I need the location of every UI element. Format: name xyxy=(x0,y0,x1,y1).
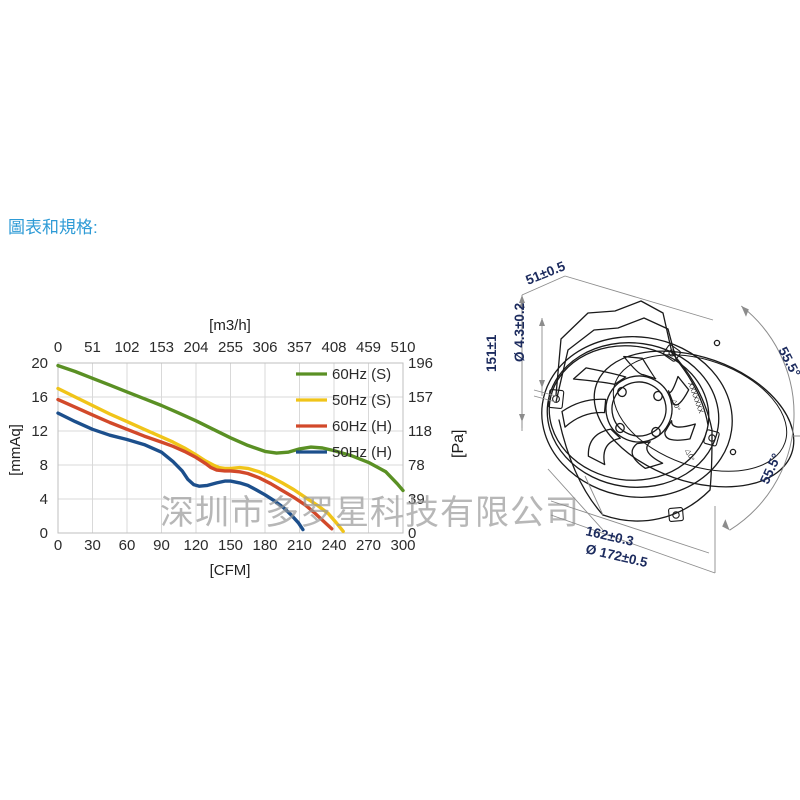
svg-text:51±0.5: 51±0.5 xyxy=(524,258,568,288)
svg-text:Ø 4.3±0.2: Ø 4.3±0.2 xyxy=(512,303,527,362)
svg-text:55.5°: 55.5° xyxy=(775,344,800,379)
svg-text:55.5°: 55.5° xyxy=(757,451,784,486)
svg-text:[Pa]: [Pa] xyxy=(450,430,467,458)
svg-text:△0°: △0° xyxy=(684,448,696,462)
svg-text:Ø 172±0.5: Ø 172±0.5 xyxy=(584,541,649,570)
svg-text:151±1: 151±1 xyxy=(484,334,499,372)
